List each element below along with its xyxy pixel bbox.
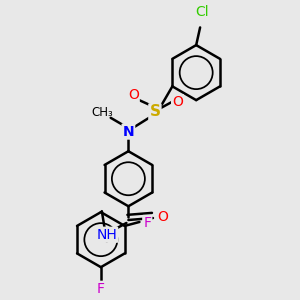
Text: F: F xyxy=(97,282,105,296)
Text: O: O xyxy=(128,88,139,102)
Text: N: N xyxy=(123,124,134,139)
Text: O: O xyxy=(157,210,168,224)
Text: Cl: Cl xyxy=(195,4,209,19)
Text: NH: NH xyxy=(96,228,117,242)
Text: S: S xyxy=(149,104,161,119)
Text: CH₃: CH₃ xyxy=(91,106,113,119)
Text: O: O xyxy=(172,95,183,109)
Text: F: F xyxy=(143,216,151,230)
